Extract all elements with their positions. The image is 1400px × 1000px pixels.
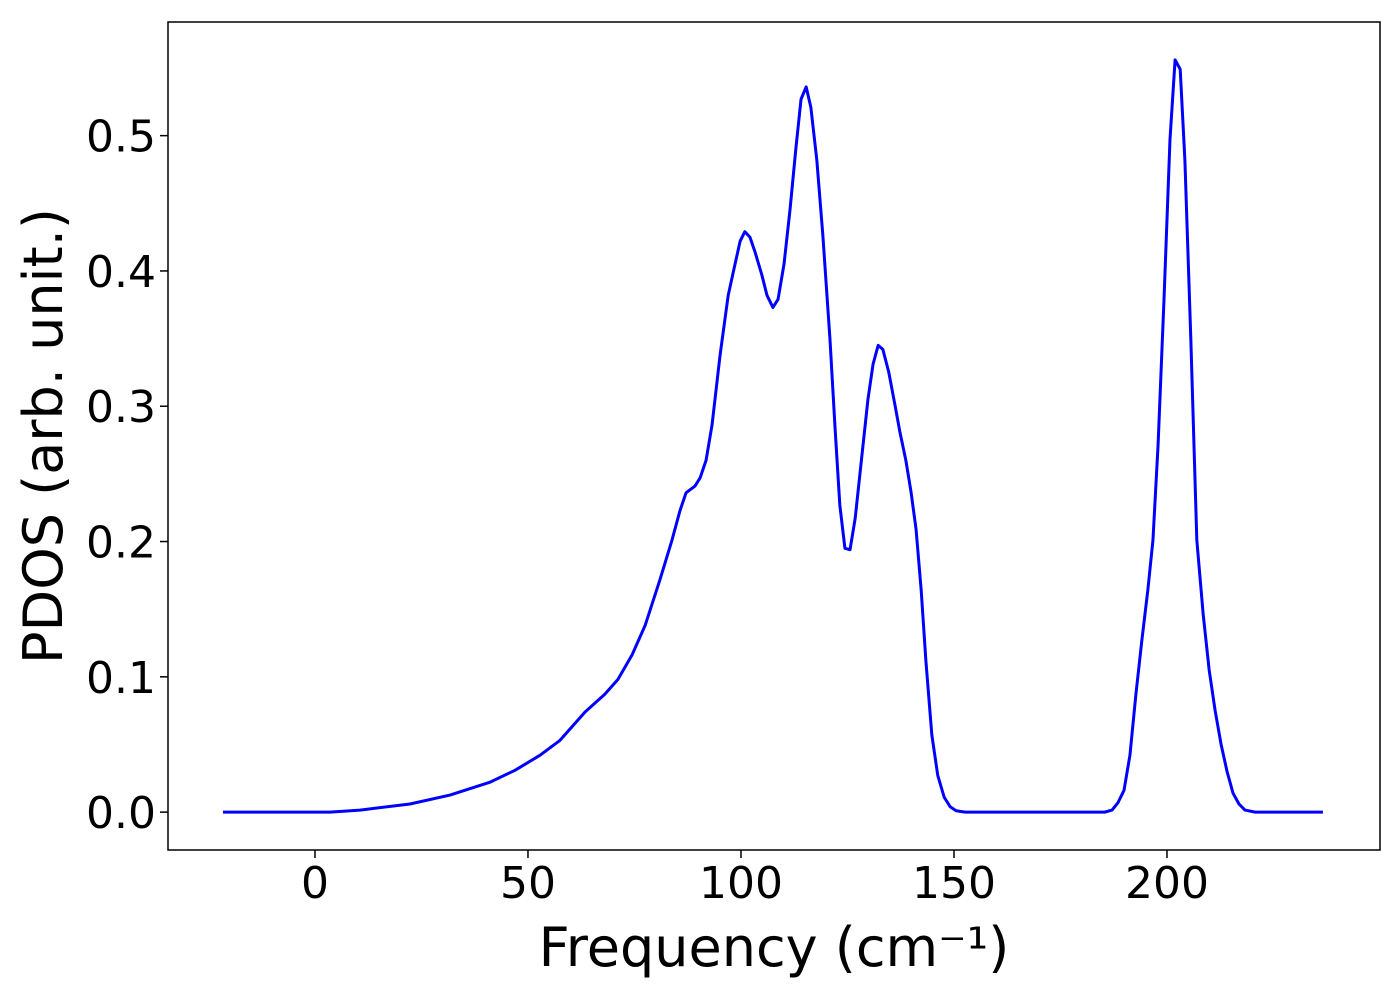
x-tick-label: 0 xyxy=(301,858,329,909)
plot-frame xyxy=(167,21,1381,851)
y-tick-label: 0.3 xyxy=(86,382,156,433)
y-tick-label: 0.4 xyxy=(86,247,156,298)
x-tick-label: 200 xyxy=(1125,858,1209,909)
x-tick-label: 100 xyxy=(699,858,783,909)
x-axis-label: Frequency (cm⁻¹) xyxy=(539,916,1010,979)
y-axis-label: PDOS (arb. unit.) xyxy=(12,208,75,664)
y-tick-label: 0.0 xyxy=(86,788,156,839)
line-series xyxy=(222,58,1323,814)
x-tick-label: 50 xyxy=(500,858,556,909)
x-tick-label: 150 xyxy=(912,858,996,909)
y-tick-label: 0.5 xyxy=(86,112,156,163)
y-tick-label: 0.2 xyxy=(86,518,156,569)
y-tick-label: 0.1 xyxy=(86,653,156,704)
